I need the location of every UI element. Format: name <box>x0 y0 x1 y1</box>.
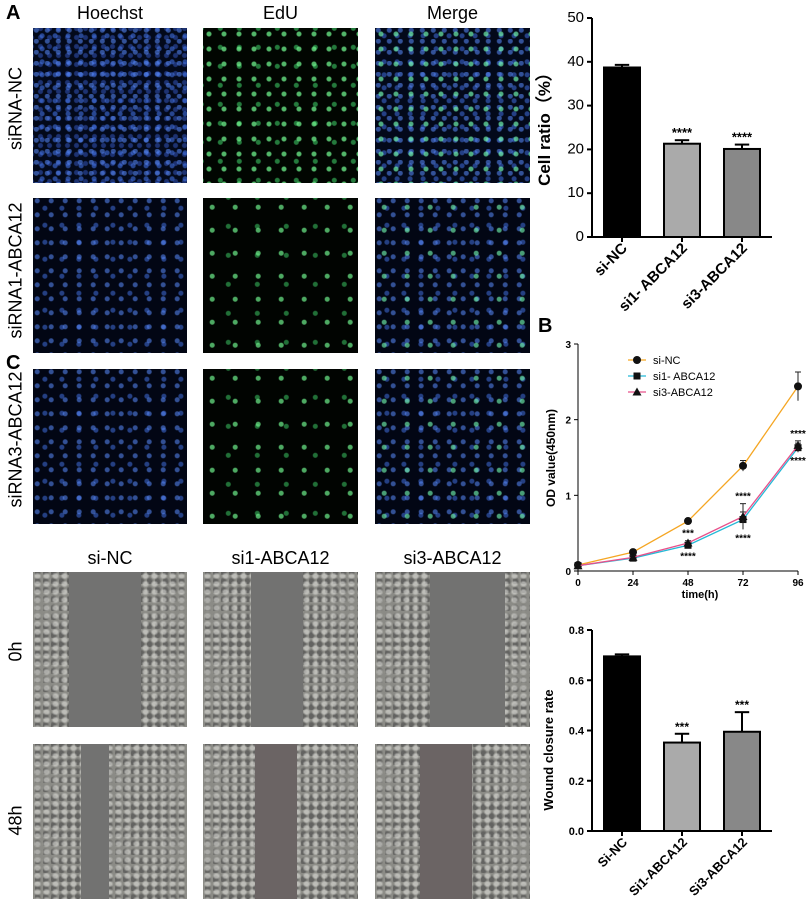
od-annotation-1: **** <box>680 552 696 563</box>
c3-bar-1 <box>663 741 701 832</box>
od-y-tick-label: 1 <box>565 491 571 502</box>
row-label-sirna-nc: siRNA-NC <box>5 67 26 150</box>
column-header-edu: EdU <box>262 3 298 23</box>
od-x-tick-label: 96 <box>792 578 804 589</box>
c3-category-label-2: Si3-ABCA12 <box>686 835 750 899</box>
cell-ratio-y-axis-label: Cell ratio（%） <box>535 64 554 186</box>
od-y-tick-label: 2 <box>565 416 571 427</box>
column-header-si-nc: si-NC <box>87 548 133 568</box>
micrograph-hoechst-sirna1 <box>33 198 187 353</box>
micrograph-merge-sirna-nc <box>375 28 530 183</box>
od-point-0-2 <box>684 517 692 526</box>
column-header-si3-abca12: si3-ABCA12 <box>403 548 502 568</box>
od-point-0-4 <box>794 382 802 391</box>
row-label-48h: 48h <box>5 805 26 836</box>
wound-image-si3-0h <box>375 572 530 727</box>
od-point-2-0 <box>573 561 583 570</box>
od-x-tick-label: 24 <box>627 578 639 589</box>
panel-letter-b: B <box>538 315 553 337</box>
od-legend-label-0: si-NC <box>653 355 681 367</box>
row-label-0h: 0h <box>5 641 26 662</box>
c3-category-label-0: Si-NC <box>594 834 630 870</box>
od-annotation-3: **** <box>735 533 751 544</box>
od-annotation-0: *** <box>682 529 694 540</box>
micrograph-hoechst-sirna3 <box>33 369 187 524</box>
row-label-sirna3-abca12: siRNA3-ABCA12 <box>5 371 26 508</box>
od-y-tick-label: 0 <box>565 567 571 578</box>
wound-image-si1-48h <box>203 744 358 899</box>
c3-significance-2: *** <box>735 698 749 712</box>
c1-bar-0 <box>603 66 641 238</box>
wound-image-si3-48h <box>375 744 530 899</box>
od-legend-marker-0 <box>633 356 641 364</box>
od-legend-marker-1 <box>633 372 641 380</box>
c3-category-label-1: Si1-ABCA12 <box>626 835 690 899</box>
micrograph-edu-sirna-nc <box>203 28 358 183</box>
micrograph-edu-sirna1 <box>203 198 358 353</box>
column-header-merge: Merge <box>426 3 479 23</box>
c1-y-tick-label: 40 <box>567 53 584 70</box>
od-point-2-1 <box>628 552 638 561</box>
c1-y-tick-label: 0 <box>576 228 584 245</box>
od-point-2-2 <box>683 538 693 547</box>
column-header-si1-abca12: si1-ABCA12 <box>231 548 330 568</box>
micrograph-merge-sirna3 <box>375 369 530 524</box>
od-x-axis-label: time(h) <box>682 589 719 601</box>
c3-significance-1: *** <box>675 720 689 734</box>
od-legend-label-2: si3-ABCA12 <box>653 387 713 399</box>
c3-y-tick-label: 0.8 <box>569 625 584 637</box>
micrograph-merge-sirna1 <box>375 198 530 353</box>
c1-y-tick-label: 20 <box>567 140 584 157</box>
c1-y-tick-label: 50 <box>567 9 584 26</box>
od-point-2-3 <box>738 512 748 521</box>
c1-significance-1: **** <box>672 125 693 140</box>
c3-bar-0 <box>603 655 641 832</box>
micrograph-edu-sirna3 <box>203 369 358 524</box>
od-legend-marker-2 <box>632 387 642 396</box>
panel-letter-c: C <box>6 352 21 374</box>
wound-image-si-nc-0h <box>33 572 187 727</box>
c1-y-tick-label: 30 <box>567 97 584 114</box>
od-annotation-2: **** <box>735 492 751 503</box>
c1-bar-2 <box>723 147 761 239</box>
od-y-tick-label: 3 <box>565 340 571 351</box>
od-x-tick-label: 48 <box>682 578 694 589</box>
c3-y-tick-label: 0.4 <box>569 726 585 738</box>
od-point-2-4 <box>793 440 803 449</box>
c3-bar-2 <box>723 730 761 832</box>
wound-closure-y-axis-label: Wound closure rate <box>541 689 556 810</box>
od-x-tick-label: 0 <box>575 578 581 589</box>
od-point-0-3 <box>739 461 747 470</box>
od-annotation-5: **** <box>790 456 806 467</box>
wound-image-si-nc-48h <box>33 744 187 899</box>
c1-significance-2: **** <box>732 130 753 145</box>
od-legend-label-1: si1- ABCA12 <box>653 371 715 383</box>
column-header-hoechst: Hoechst <box>76 3 144 23</box>
od-y-axis-label: OD value(450nm) <box>544 409 558 507</box>
c1-y-tick-label: 10 <box>567 184 584 201</box>
od-x-tick-label: 72 <box>737 578 749 589</box>
panel-letter-a: A <box>6 2 21 24</box>
c1-bar-1 <box>663 142 701 238</box>
c3-y-tick-label: 0.2 <box>569 776 584 788</box>
od-annotation-4: **** <box>790 429 806 440</box>
wound-image-si1-0h <box>203 572 358 727</box>
wound-closure-chart: 0.0 0.2 0.4 0.6 0.8 Si-NCSi1-ABCA12Si3-ABCA1… <box>541 625 772 899</box>
c3-y-tick-label: 0.6 <box>569 675 584 687</box>
c1-category-label-0: si-NC <box>591 240 631 280</box>
c3-y-tick-label: 0.0 <box>569 826 584 838</box>
micrograph-hoechst-sirna-nc <box>33 28 187 183</box>
od-point-0-1 <box>629 548 637 557</box>
row-label-sirna1-abca12: siRNA1-ABCA12 <box>5 202 26 339</box>
